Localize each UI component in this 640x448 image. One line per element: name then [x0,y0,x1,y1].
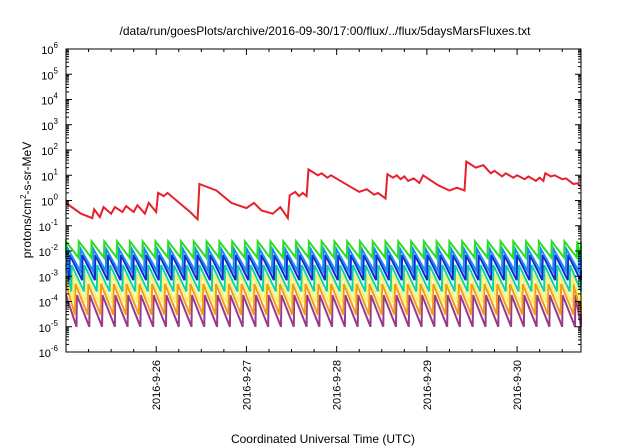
y-tick-label: 102 [41,142,58,158]
y-tick-base: 10 [41,121,53,133]
series-layer [65,159,582,328]
y-tick-exponent: -5 [51,319,59,328]
y-tick-label: 106 [41,41,58,57]
y-tick-label-layer: 10-610-510-410-310-210-11001011021031041… [39,41,59,360]
y-tick-label: 103 [41,117,58,133]
y-tick-exponent: 2 [54,142,59,151]
x-tick-label: 2016-9-30 [512,360,524,410]
y-tick-label: 101 [41,167,58,183]
y-tick-exponent: -3 [51,268,59,277]
y-tick-exponent: 0 [54,193,59,202]
y-tick-exponent: 6 [54,41,59,50]
chart-title: /data/run/goesPlots/archive/2016-09-30/1… [120,24,532,38]
y-tick-base: 10 [41,146,53,158]
y-axis-label: protons/cm2-s-sr-MeV [19,142,34,258]
y-tick-base: 10 [39,272,51,284]
x-tick-label: 2016-9-27 [241,360,253,410]
y-tick-exponent: -6 [51,344,59,353]
y-tick-exponent: -4 [51,294,59,303]
x-tick-label: 2016-9-28 [332,360,344,410]
y-tick-exponent: 5 [54,66,59,75]
y-tick-exponent: 4 [54,92,59,101]
y-axis-label-superscript: 2 [19,194,28,199]
y-tick-label: 10-6 [39,344,59,360]
x-tick-label: 2016-9-29 [422,360,434,410]
y-tick-base: 10 [39,298,51,310]
y-tick-label: 10-1 [39,218,59,234]
y-tick-label: 105 [41,66,58,82]
y-tick-base: 10 [41,70,53,82]
y-tick-base: 10 [41,197,53,209]
y-tick-base: 10 [41,96,53,108]
y-axis-label-suffix: -s-sr-MeV [20,142,34,195]
y-tick-base: 10 [39,323,51,335]
x-axis-label: Coordinated Universal Time (UTC) [231,432,415,446]
y-tick-label: 10-3 [39,268,59,284]
y-tick-label: 10-2 [39,243,59,259]
y-tick-exponent: 3 [54,117,59,126]
y-tick-base: 10 [39,348,51,360]
y-tick-label: 10-4 [39,294,59,310]
y-tick-exponent: -2 [51,243,59,252]
series-line-1 [65,159,582,222]
y-tick-base: 10 [39,247,51,259]
y-tick-exponent: -1 [51,218,59,227]
y-tick-label: 100 [41,193,58,209]
x-tick-label: 2016-9-26 [151,360,163,410]
y-tick-label: 10-5 [39,319,59,335]
tick-layer [65,48,581,353]
y-tick-base: 10 [41,45,53,57]
y-tick-exponent: 1 [54,167,59,176]
y-axis-label-prefix: protons/cm [20,199,34,258]
y-tick-label: 104 [41,92,58,108]
x-tick-label-layer: 2016-9-26 2016-9-27 2016-9-28 2016-9-29 2016… [151,360,524,410]
y-tick-base: 10 [39,222,51,234]
y-tick-base: 10 [41,171,53,183]
